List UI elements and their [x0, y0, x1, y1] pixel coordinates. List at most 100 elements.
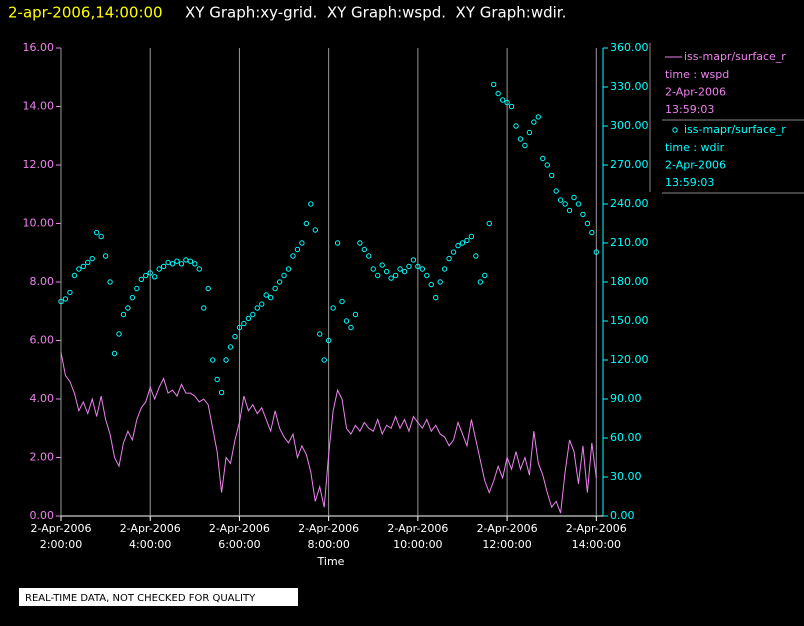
wdir-point: [446, 255, 452, 262]
wdir-point: [334, 240, 341, 246]
wdir-point: [85, 259, 91, 266]
wspd-line: [60, 352, 597, 514]
y2-tick-label: 240.00: [610, 197, 649, 210]
legend-label: 13:59:03: [665, 176, 714, 189]
y2-tick-label: 210.00: [610, 236, 649, 249]
wdir-point: [205, 285, 211, 292]
wdir-point: [392, 272, 399, 279]
x-tick-label: 2-Apr-2006 14:00:00: [565, 522, 627, 551]
wdir-point: [428, 281, 434, 288]
wdir-point: [223, 357, 229, 363]
legend-label: iss-mapr/surface_r: [684, 50, 786, 63]
wdir-point: [303, 220, 310, 227]
wdir-point: [187, 258, 194, 264]
wdir-point: [147, 270, 153, 276]
wdir-point: [450, 249, 457, 255]
wdir-point: [508, 103, 515, 110]
y2-tick-label: 60.00: [610, 431, 642, 444]
wdir-point: [245, 315, 252, 322]
wdir-point: [102, 253, 109, 259]
legend-label: iss-mapr/surface_r: [684, 123, 786, 136]
legend-label: 2-Apr-2006: [665, 86, 726, 99]
wdir-point: [535, 114, 542, 120]
wdir-point: [250, 311, 256, 318]
wdir-point: [513, 123, 519, 129]
wdir-point: [557, 197, 564, 203]
wdir-point: [526, 129, 533, 136]
x-tick-label: 2-Apr-2006 10:00:00: [387, 522, 449, 551]
note-box: [19, 588, 298, 606]
wdir-point: [259, 301, 265, 307]
y2-tick-label: 330.00: [610, 80, 649, 93]
wdir-point: [473, 253, 479, 259]
wdir-point: [107, 279, 113, 285]
wdir-point: [67, 289, 73, 296]
legend-label: 2-Apr-2006: [665, 159, 726, 172]
wdir-point: [504, 99, 510, 106]
wdir-point: [459, 240, 466, 246]
wdir-point: [165, 259, 171, 266]
wdir-point: [330, 305, 336, 311]
wdir-point: [299, 240, 305, 246]
wdir-point: [134, 285, 140, 292]
wdir-point: [143, 272, 149, 279]
wdir-point: [548, 172, 555, 179]
y2-tick-label: 300.00: [610, 119, 649, 132]
wdir-point: [424, 272, 430, 279]
wdir-point: [366, 253, 372, 259]
wdir-point: [138, 276, 144, 283]
y-tick-label: 12.00: [23, 158, 55, 171]
wdir-point: [562, 201, 568, 207]
wdir-point: [281, 272, 287, 279]
y-tick-label: 10.00: [23, 217, 55, 230]
y2-tick-label: 90.00: [610, 392, 642, 405]
wdir-point: [441, 266, 448, 272]
legend-marker: [672, 127, 678, 133]
wdir-point: [201, 305, 207, 311]
wdir-point: [232, 333, 238, 340]
wdir-point: [263, 292, 269, 298]
y2-tick-label: 180.00: [610, 275, 649, 288]
x-tick-label: 2-Apr-2006 6:00:00: [208, 522, 270, 551]
wdir-point: [593, 249, 600, 255]
wdir-point: [357, 240, 363, 246]
wdir-point: [437, 279, 443, 285]
wdir-point: [352, 311, 359, 318]
wdir-point: [111, 350, 118, 357]
wdir-point: [375, 272, 381, 279]
y2-tick-label: 30.00: [610, 470, 642, 483]
wdir-point: [544, 162, 550, 168]
wdir-point: [419, 266, 426, 272]
wdir-point: [553, 188, 559, 194]
wdir-point: [410, 257, 417, 263]
wdir-point: [218, 389, 225, 396]
wdir-point: [401, 268, 408, 275]
wdir-point: [196, 266, 202, 272]
wdir-point: [160, 263, 167, 270]
wdir-point: [455, 242, 461, 249]
wdir-point: [379, 262, 385, 268]
y-tick-label: 4.00: [30, 392, 55, 405]
wdir-point: [388, 275, 394, 281]
wdir-point: [156, 266, 162, 272]
wdir-point: [290, 253, 296, 259]
wdir-point: [343, 318, 350, 324]
y-tick-label: 6.00: [30, 334, 55, 347]
note: REAL-TIME DATA, NOT CHECKED FOR QUALITY: [25, 593, 256, 604]
x-axis-label: Time: [317, 555, 345, 568]
wdir-point: [571, 194, 577, 201]
wdir-point: [540, 155, 546, 162]
y-tick-label: 14.00: [23, 100, 55, 113]
x-tick-label: 2-Apr-2006 12:00:00: [476, 522, 538, 551]
wdir-point: [276, 279, 283, 285]
wdir-point: [227, 344, 234, 350]
wdir-point: [566, 207, 573, 214]
wdir-point: [339, 298, 345, 305]
wdir-point: [80, 263, 87, 270]
wdir-point: [370, 266, 376, 272]
wdir-point: [169, 261, 176, 267]
wdir-point: [580, 211, 586, 218]
wdir-point: [192, 261, 198, 267]
wdir-point: [517, 136, 524, 142]
